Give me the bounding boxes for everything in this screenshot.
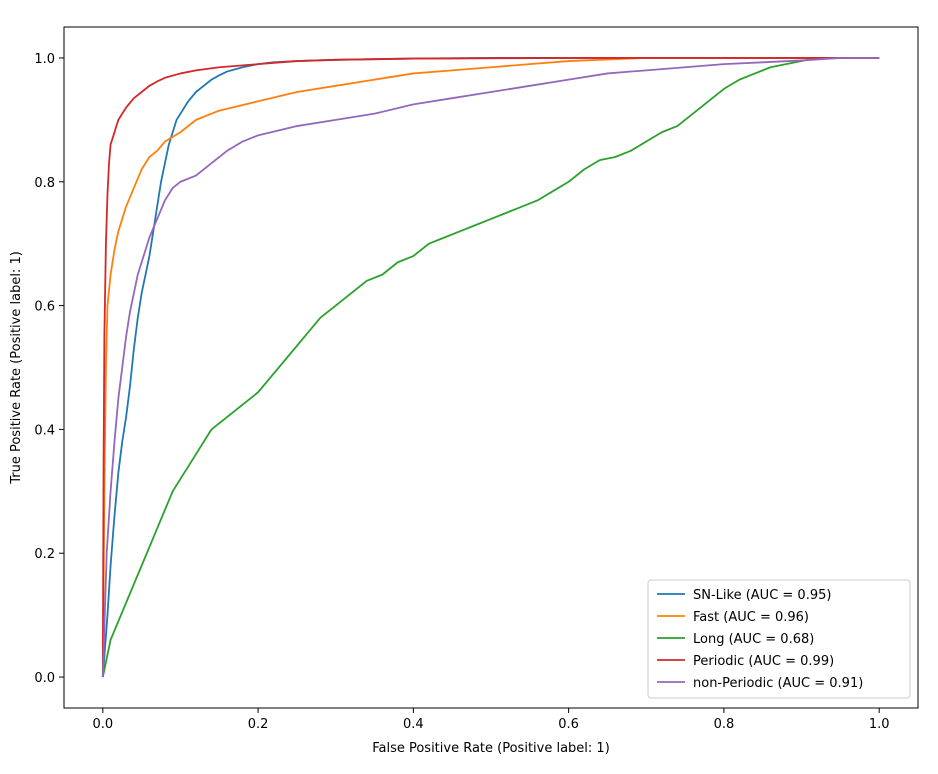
roc-curve-3: [101, 57, 880, 678]
legend-box: [647, 579, 911, 699]
x-tick-label-2: 0.4: [403, 717, 424, 732]
legend: SN-Like (AUC = 0.95) Fast (AUC = 0.96) Lon…: [647, 579, 911, 699]
plot-area: [63, 26, 919, 709]
x-tick-label-1: 0.2: [248, 717, 269, 732]
y-tick-label-0: 0.0: [34, 671, 55, 686]
y-tick-label-5: 1.0: [34, 52, 55, 67]
legend-entry-4: non-Periodic (AUC = 0.91): [693, 676, 863, 691]
legend-entry-1: Fast (AUC = 0.96): [693, 610, 809, 625]
y-tick-label-2: 0.4: [34, 423, 55, 438]
x-tick-label-5: 1.0: [869, 717, 890, 732]
x-axis-label: False Positive Rate (Positive label: 1): [372, 741, 610, 756]
legend-entry-3: Periodic (AUC = 0.99): [693, 654, 834, 669]
roc-curve-4: [101, 57, 880, 678]
y-tick-label-3: 0.6: [34, 300, 55, 315]
roc-curve-1: [101, 57, 880, 678]
x-axis: 0.0 0.2 0.4 0.6 0.8 1.0: [92, 708, 890, 732]
y-tick-label-4: 0.8: [34, 176, 55, 191]
x-tick-label-0: 0.0: [92, 717, 113, 732]
y-tick-label-1: 0.2: [34, 547, 55, 562]
legend-entry-2: Long (AUC = 0.68): [693, 632, 814, 647]
legend-entry-0: SN-Like (AUC = 0.95): [693, 588, 831, 603]
y-axis-label: True Positive Rate (Positive label: 1): [9, 251, 24, 485]
roc-curve-2: [101, 57, 880, 678]
x-tick-label-4: 0.8: [714, 717, 735, 732]
roc-curves: [101, 57, 880, 678]
x-tick-label-3: 0.6: [558, 717, 579, 732]
y-axis: 0.0 0.2 0.4 0.6 0.8 1.0: [34, 52, 64, 686]
plot-frame: [63, 26, 919, 709]
